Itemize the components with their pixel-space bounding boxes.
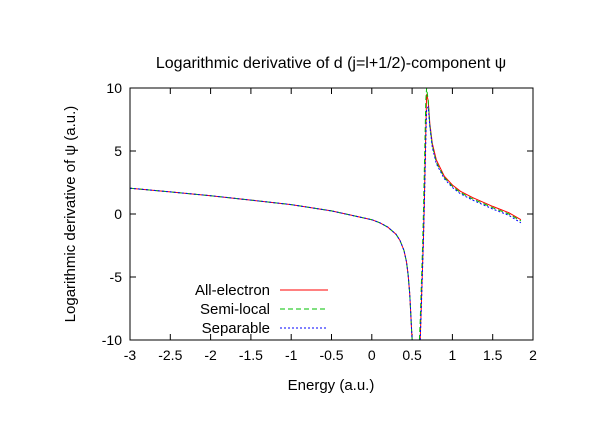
x-tick-label: -1.5 [239,347,263,363]
y-tick-label: 0 [114,206,122,222]
x-tick-label: 0 [368,347,376,363]
x-tick-label: -2 [204,347,217,363]
x-tick-label: 1 [449,347,457,363]
y-tick-label: -5 [110,269,123,285]
axis-ticks: -3 -2.5 -2 -1.5 -1 -0.5 0 0.5 1 1.5 2 -10 -5 0 5 10 [102,80,537,363]
series-layer [129,87,522,341]
y-tick-label: 10 [106,80,122,96]
legend: All-electron Semi-local Separable [195,282,328,337]
series-line-semi-local-part1 [129,187,413,341]
series-line-all-electron-part2 [419,94,522,341]
legend-label: All-electron [195,282,270,299]
x-tick-label: -1 [285,347,298,363]
y-tick-label: 5 [114,143,122,159]
x-tick-label: 0.5 [402,347,422,363]
chart-title: Logarithmic derivative of d (j=l+1/2)-co… [156,55,506,72]
x-axis-label: Energy (a.u.) [288,377,375,394]
x-tick-label: -2.5 [158,347,182,363]
x-tick-label: -3 [124,347,137,363]
series-line-separable-part1 [129,187,413,341]
y-tick-label: -10 [102,332,122,348]
x-tick-label: -0.5 [319,347,343,363]
series-line-all-electron-part1 [129,187,413,341]
series-line-separable-part2 [419,105,522,341]
x-tick-label: 1.5 [483,347,503,363]
x-tick-label: 2 [529,347,537,363]
plot-frame [129,87,534,341]
legend-label: Separable [202,320,270,337]
legend-label: Semi-local [200,301,270,318]
y-axis-label: Logarithmic derivative of ψ (a.u.) [62,106,79,323]
series-line-semi-local-part2 [418,87,522,341]
